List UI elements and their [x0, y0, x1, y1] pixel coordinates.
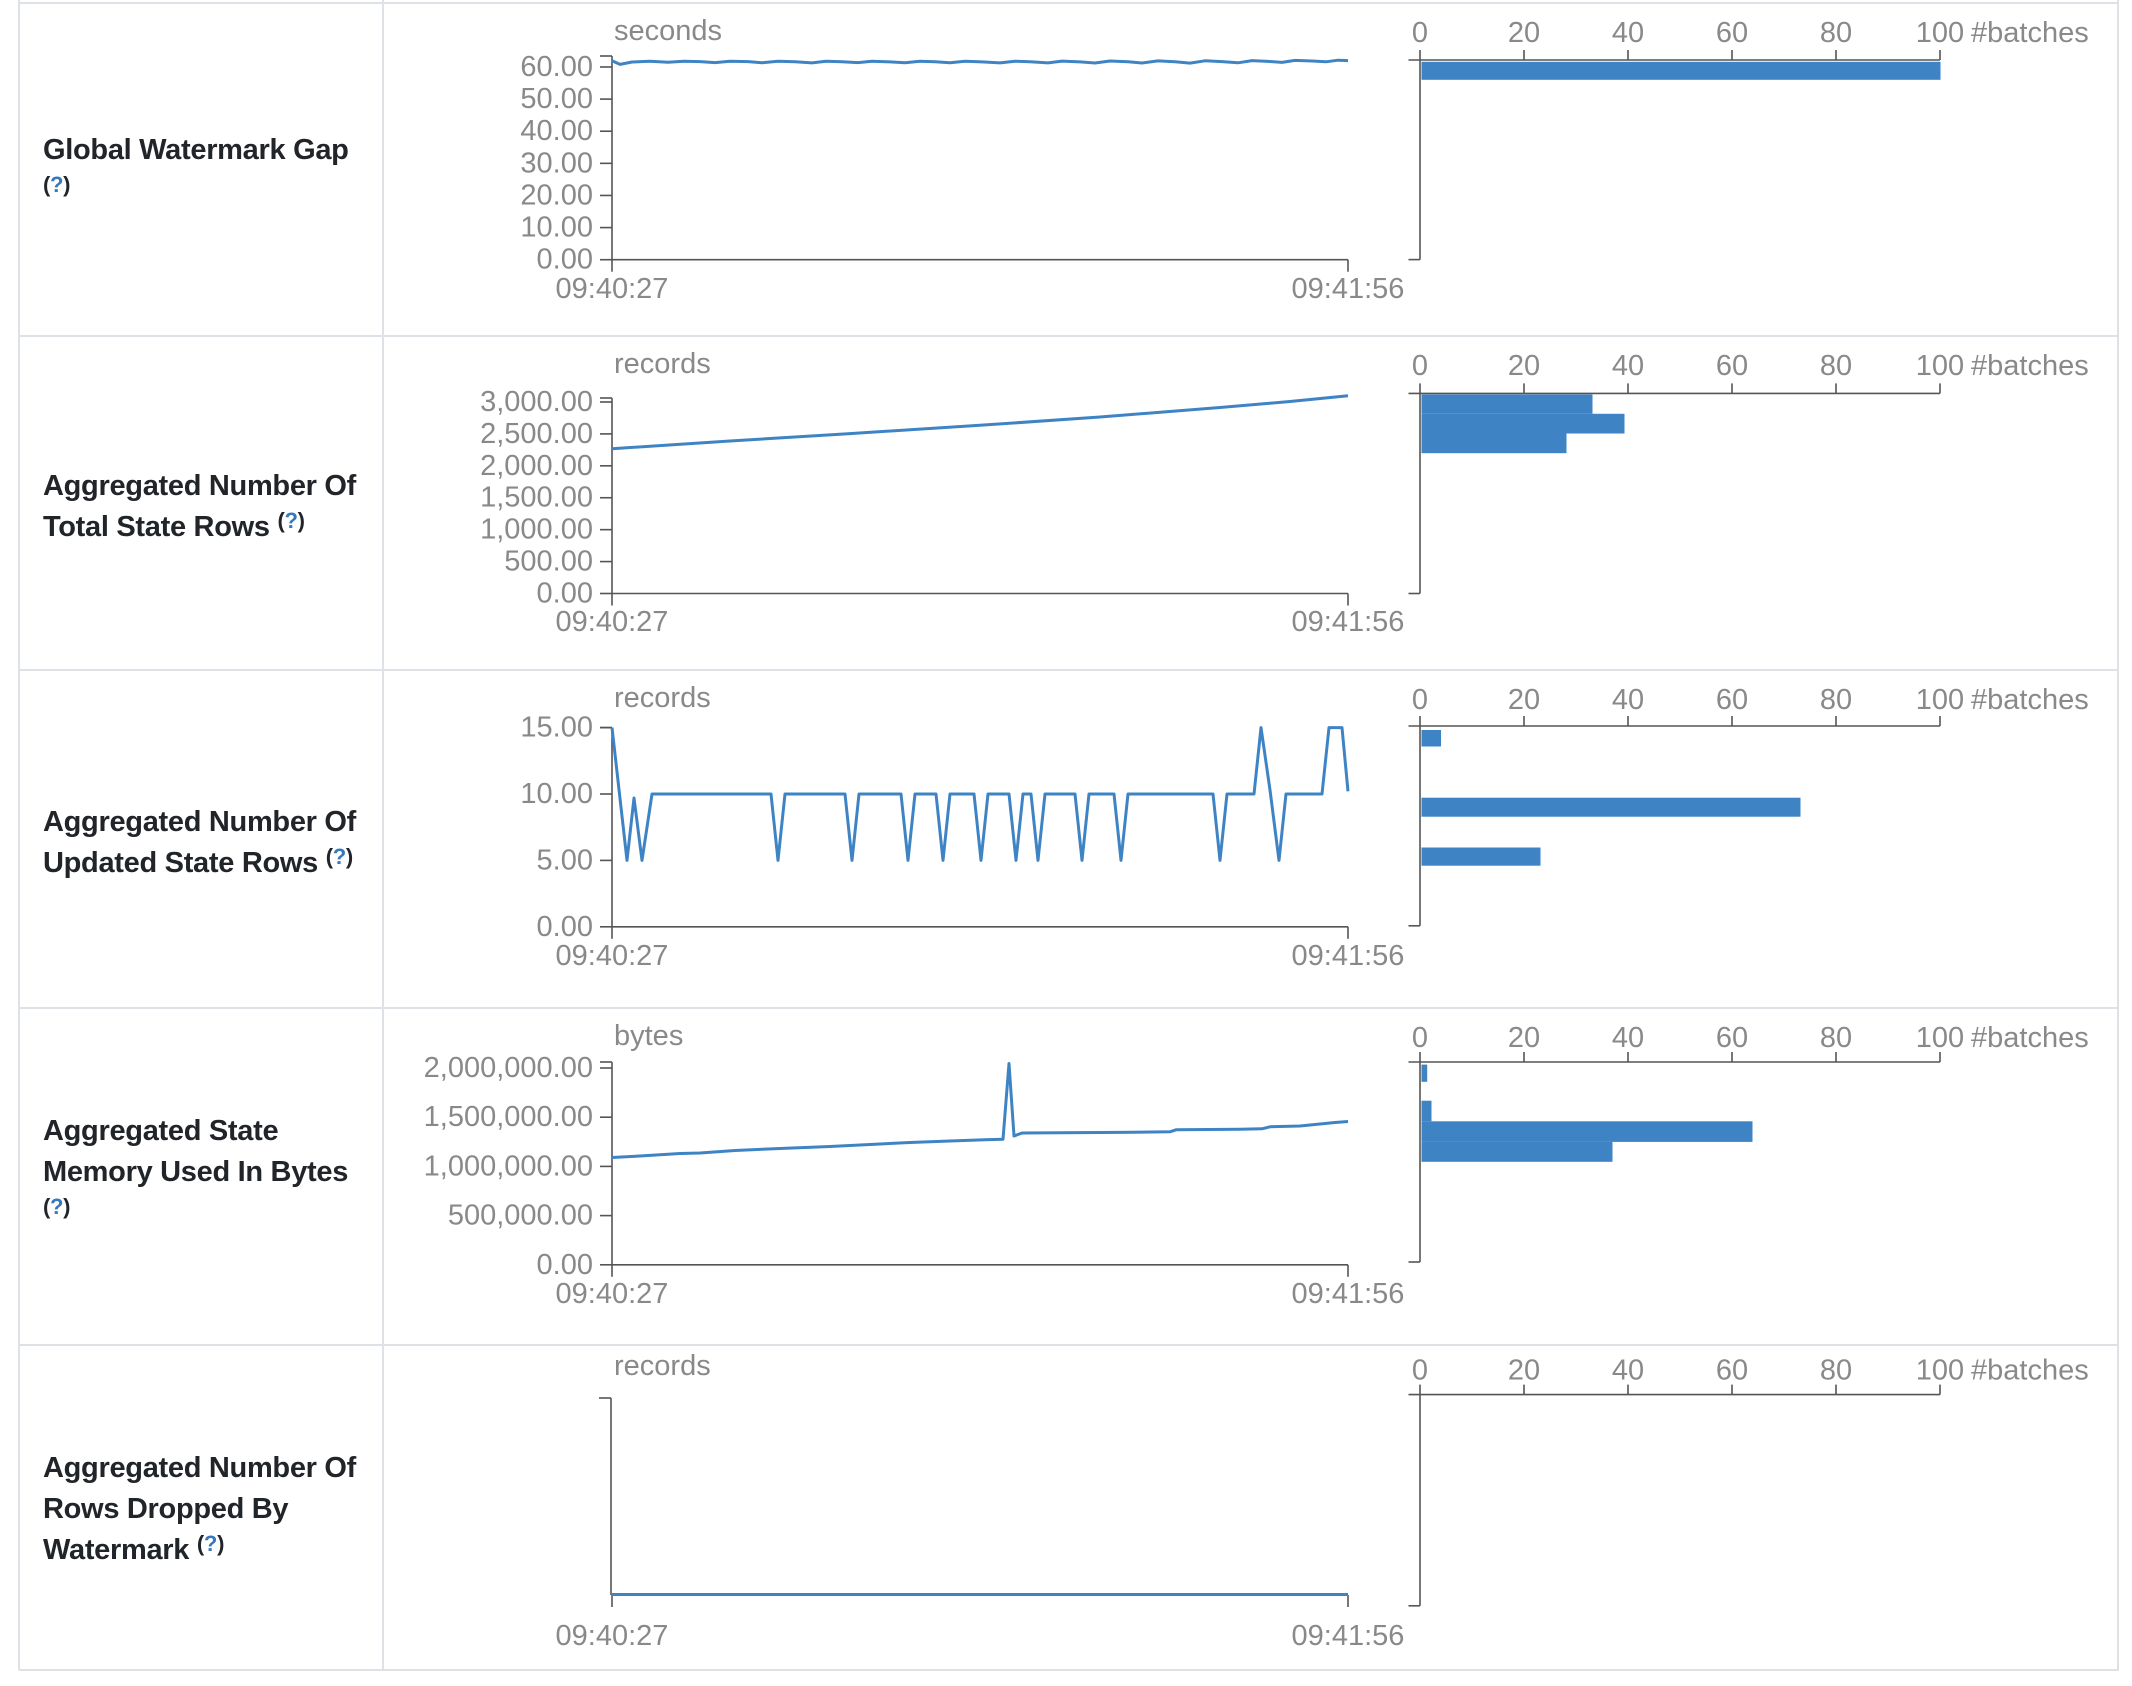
svg-text:1,000.00: 1,000.00 — [480, 514, 593, 546]
svg-text:100: 100 — [1916, 350, 1964, 382]
svg-text:seconds: seconds — [614, 15, 722, 47]
svg-text:09:41:56: 09:41:56 — [1292, 606, 1405, 638]
svg-text:0: 0 — [1412, 17, 1428, 49]
svg-text:15.00: 15.00 — [520, 712, 593, 744]
svg-text:0: 0 — [1412, 684, 1428, 716]
svg-text:30.00: 30.00 — [520, 147, 593, 179]
svg-text:#batches: #batches — [1971, 350, 2089, 382]
svg-text:100: 100 — [1916, 684, 1964, 716]
svg-text:20: 20 — [1508, 17, 1540, 49]
svg-text:#batches: #batches — [1971, 684, 2089, 716]
svg-text:09:40:27: 09:40:27 — [556, 273, 669, 305]
svg-text:09:41:56: 09:41:56 — [1292, 1278, 1405, 1310]
svg-text:3,000.00: 3,000.00 — [480, 386, 593, 418]
svg-text:40: 40 — [1612, 17, 1644, 49]
svg-text:40: 40 — [1612, 350, 1644, 382]
svg-text:40: 40 — [1612, 1355, 1644, 1387]
svg-text:0.00: 0.00 — [537, 911, 593, 943]
svg-text:bytes: bytes — [614, 1020, 683, 1052]
svg-text:80: 80 — [1820, 1355, 1852, 1387]
svg-text:60: 60 — [1716, 1022, 1748, 1054]
svg-text:500.00: 500.00 — [504, 546, 593, 578]
svg-text:09:41:56: 09:41:56 — [1292, 273, 1405, 305]
svg-text:20: 20 — [1508, 1022, 1540, 1054]
svg-text:100: 100 — [1916, 1355, 1964, 1387]
svg-text:09:41:56: 09:41:56 — [1292, 940, 1405, 972]
svg-text:09:41:56: 09:41:56 — [1292, 1620, 1405, 1652]
svg-text:1,500,000.00: 1,500,000.00 — [424, 1101, 593, 1133]
svg-text:09:40:27: 09:40:27 — [556, 1278, 669, 1310]
svg-text:100: 100 — [1916, 17, 1964, 49]
svg-text:#batches: #batches — [1971, 17, 2089, 49]
svg-text:0.00: 0.00 — [537, 578, 593, 610]
svg-text:80: 80 — [1820, 350, 1852, 382]
svg-text:2,500.00: 2,500.00 — [480, 418, 593, 450]
svg-text:1,500.00: 1,500.00 — [480, 482, 593, 514]
svg-text:40: 40 — [1612, 1022, 1644, 1054]
svg-text:0.00: 0.00 — [537, 1249, 593, 1281]
svg-text:20: 20 — [1508, 684, 1540, 716]
svg-text:500,000.00: 500,000.00 — [448, 1200, 593, 1232]
svg-text:20: 20 — [1508, 1355, 1540, 1387]
svg-text:80: 80 — [1820, 17, 1852, 49]
svg-text:10.00: 10.00 — [520, 778, 593, 810]
svg-text:09:40:27: 09:40:27 — [556, 606, 669, 638]
svg-text:#batches: #batches — [1971, 1355, 2089, 1387]
svg-text:09:40:27: 09:40:27 — [556, 940, 669, 972]
svg-text:0: 0 — [1412, 1022, 1428, 1054]
svg-text:records: records — [614, 682, 711, 714]
svg-text:records: records — [614, 348, 711, 380]
svg-text:0: 0 — [1412, 350, 1428, 382]
svg-text:100: 100 — [1916, 1022, 1964, 1054]
svg-text:records: records — [614, 1350, 711, 1382]
svg-text:80: 80 — [1820, 1022, 1852, 1054]
svg-text:10.00: 10.00 — [520, 212, 593, 244]
svg-text:2,000,000.00: 2,000,000.00 — [424, 1052, 593, 1084]
svg-text:2,000.00: 2,000.00 — [480, 450, 593, 482]
svg-text:60: 60 — [1716, 350, 1748, 382]
svg-text:09:40:27: 09:40:27 — [556, 1620, 669, 1652]
svg-text:5.00: 5.00 — [537, 844, 593, 876]
svg-text:0: 0 — [1412, 1355, 1428, 1387]
svg-text:20.00: 20.00 — [520, 179, 593, 211]
svg-text:40.00: 40.00 — [520, 115, 593, 147]
svg-text:80: 80 — [1820, 684, 1852, 716]
svg-text:60: 60 — [1716, 1355, 1748, 1387]
svg-text:60: 60 — [1716, 17, 1748, 49]
svg-text:60.00: 60.00 — [520, 51, 593, 83]
svg-text:20: 20 — [1508, 350, 1540, 382]
svg-text:0.00: 0.00 — [537, 244, 593, 276]
svg-text:1,000,000.00: 1,000,000.00 — [424, 1150, 593, 1182]
svg-text:40: 40 — [1612, 684, 1644, 716]
svg-text:60: 60 — [1716, 684, 1748, 716]
svg-text:50.00: 50.00 — [520, 83, 593, 115]
svg-text:#batches: #batches — [1971, 1022, 2089, 1054]
